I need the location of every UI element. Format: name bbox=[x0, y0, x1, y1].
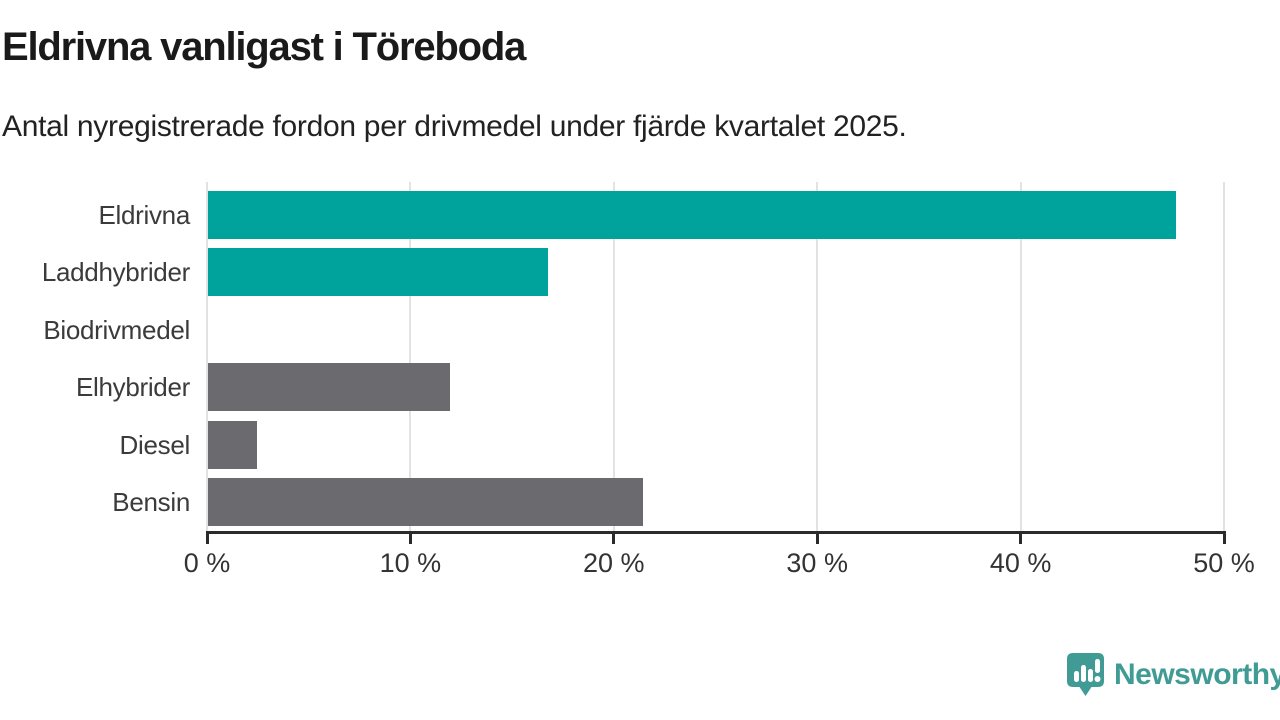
axis-tick-label: 0 % bbox=[183, 548, 231, 578]
axis-tick-10 bbox=[408, 534, 412, 544]
gridline-0 bbox=[206, 182, 208, 531]
chart-title: Eldrivna vanligast i Töreboda bbox=[2, 25, 526, 69]
category-label-eldrivna: Eldrivna bbox=[98, 199, 190, 230]
bar-diesel bbox=[208, 420, 257, 469]
axis-tick-label: 50 % bbox=[1193, 548, 1255, 578]
axis-tick-30 bbox=[815, 534, 819, 544]
axis-tick-label: 30 % bbox=[786, 548, 848, 578]
axis-tick-label: 10 % bbox=[379, 548, 442, 578]
gridline-40 bbox=[1019, 182, 1022, 531]
x-axis-line bbox=[205, 531, 1226, 534]
chart-subtitle: Antal nyregistrerade fordon per drivmede… bbox=[2, 110, 907, 143]
category-label-elhybrider: Elhybrider bbox=[75, 372, 190, 403]
axis-tick-20 bbox=[612, 534, 616, 544]
gridline-20 bbox=[612, 182, 615, 531]
category-label-diesel: Diesel bbox=[119, 429, 191, 460]
bar-elhybrider bbox=[208, 363, 451, 412]
newsworthy-logo-icon bbox=[1067, 653, 1104, 696]
gridline-10 bbox=[409, 182, 412, 531]
category-label-biodrivmedel: Biodrivmedel bbox=[43, 314, 190, 345]
bar-eldrivna bbox=[208, 190, 1177, 239]
gridline-50 bbox=[1223, 182, 1225, 531]
gridline-30 bbox=[816, 182, 819, 531]
bar-laddhybrider bbox=[208, 248, 548, 297]
category-label-laddhybrider: Laddhybrider bbox=[41, 257, 190, 288]
axis-tick-label: 40 % bbox=[989, 548, 1052, 578]
category-label-bensin: Bensin bbox=[112, 487, 190, 518]
axis-tick-40 bbox=[1019, 534, 1023, 544]
axis-tick-50 bbox=[1222, 534, 1226, 544]
axis-tick-label: 20 % bbox=[583, 548, 645, 578]
axis-tick-0 bbox=[205, 534, 209, 544]
newsworthy-wordmark: Newsworthy bbox=[1114, 658, 1280, 691]
bar-bensin bbox=[208, 478, 644, 527]
footer-brand: Newsworthy bbox=[1066, 652, 1280, 698]
